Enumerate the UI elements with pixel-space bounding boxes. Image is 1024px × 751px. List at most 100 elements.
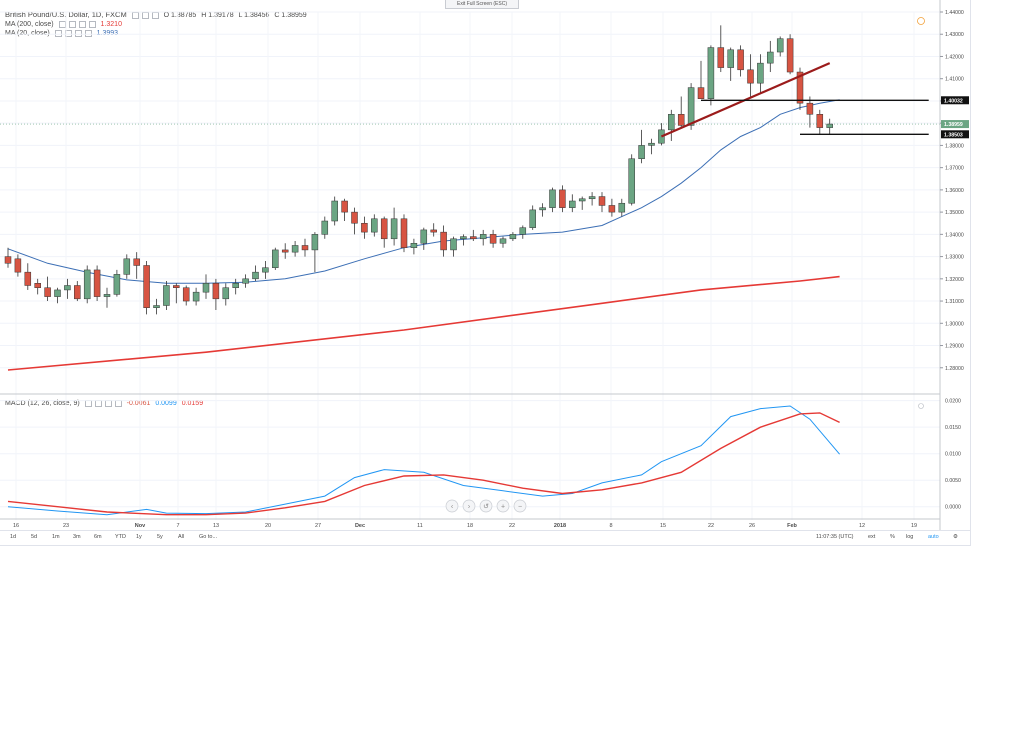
price-chart[interactable]: 1.28000 1.29000 1.30000 1.31000 1.32000 1.330… xyxy=(0,0,970,530)
settings-gear-icon[interactable]: ⚙ xyxy=(953,534,958,540)
candle-body xyxy=(628,158,635,204)
range-button-6[interactable]: 1y xyxy=(136,534,142,540)
candle-body xyxy=(786,38,794,73)
ma20-line xyxy=(7,99,840,284)
ma200-line xyxy=(7,275,840,371)
nav-glyph: − xyxy=(518,504,522,511)
macd-y-tick-label: 0.0050 xyxy=(945,478,961,484)
y-tick-label: 1.43000 xyxy=(945,32,964,38)
x-tick-label: Feb xyxy=(787,523,797,529)
x-tick-label: 8 xyxy=(609,523,612,529)
candle-body xyxy=(539,207,546,211)
macd-line-value: 0.0099 xyxy=(155,400,177,408)
x-tick-label: Dec xyxy=(355,523,365,529)
candle-body xyxy=(54,289,61,297)
x-tick-label: 23 xyxy=(63,523,69,529)
macd-line xyxy=(7,405,840,516)
scale-option-ext[interactable]: ext xyxy=(868,534,876,540)
nav-circle xyxy=(513,499,527,513)
candle-body xyxy=(192,291,200,302)
x-tick-label: 7 xyxy=(176,523,179,529)
clock-time: 11:07:35 (UTC) xyxy=(816,534,854,540)
range-button-3[interactable]: 3m xyxy=(73,534,81,540)
candle-body xyxy=(757,62,764,84)
zoom-in-icon[interactable]: + xyxy=(496,499,510,513)
ma200-more-button[interactable] xyxy=(88,21,96,28)
range-button-8[interactable]: All xyxy=(178,534,185,540)
signal-line xyxy=(7,412,840,516)
candle-body xyxy=(4,256,12,264)
candle-body xyxy=(697,87,705,99)
x-tick-label: 27 xyxy=(315,523,321,529)
candle-body xyxy=(311,234,319,251)
price-label-text: 1.38503 xyxy=(944,132,963,138)
candle-body xyxy=(113,274,121,295)
x-tick-label: Nov xyxy=(135,523,146,529)
ma20-more-button[interactable] xyxy=(84,30,92,37)
x-tick-label: 15 xyxy=(660,523,666,529)
scale-option-percent[interactable]: % xyxy=(890,534,895,540)
candle-body xyxy=(24,271,32,286)
scroll-left-icon[interactable]: ‹ xyxy=(445,499,459,513)
y-tick-label: 1.38000 xyxy=(945,143,964,149)
candle-body xyxy=(331,200,338,222)
candle-body xyxy=(648,142,655,146)
candle-body xyxy=(153,305,160,308)
candle-body xyxy=(83,269,91,300)
ma200-label: MA (200, close) xyxy=(5,21,54,29)
candle-body xyxy=(103,294,111,297)
scroll-right-icon[interactable]: › xyxy=(462,499,476,513)
candle-body xyxy=(747,69,754,84)
reset-icon[interactable]: ↺ xyxy=(479,499,493,513)
y-tick-label: 1.42000 xyxy=(945,54,964,60)
candle-body xyxy=(262,267,269,273)
candle-body xyxy=(618,202,626,213)
scale-option-log[interactable]: log xyxy=(906,534,914,540)
range-button-7[interactable]: 5y xyxy=(157,534,163,540)
candle-body xyxy=(767,51,774,64)
range-button-2[interactable]: 1m xyxy=(52,534,60,540)
ma200-remove-button[interactable] xyxy=(78,21,86,28)
range-button-4[interactable]: 6m xyxy=(94,534,102,540)
nav-circle xyxy=(462,499,476,513)
candle-body xyxy=(509,234,517,240)
candle-body xyxy=(361,222,368,233)
range-button-1[interactable]: 5d xyxy=(31,534,38,540)
macd-y-tick-label: 0.0100 xyxy=(945,452,961,458)
candle-body xyxy=(608,205,616,213)
scale-option-auto[interactable]: auto xyxy=(928,534,939,540)
y-tick-label: 1.37000 xyxy=(945,166,964,172)
zoom-out-icon[interactable]: − xyxy=(513,499,527,513)
candle-body xyxy=(371,218,378,233)
candle-body xyxy=(578,198,586,202)
candle-body xyxy=(489,234,497,244)
candle-body xyxy=(173,285,180,288)
candle-body xyxy=(163,285,170,306)
macd-y-tick-label: 0.0150 xyxy=(945,425,961,431)
y-tick-label: 1.41000 xyxy=(945,77,964,83)
candle-body xyxy=(14,258,22,273)
nav-glyph: › xyxy=(468,504,471,511)
candle-body xyxy=(460,236,467,240)
close-value: C 1.38959 xyxy=(274,12,307,19)
ma20-hide-button[interactable] xyxy=(54,30,62,37)
y-tick-label: 1.28000 xyxy=(945,366,964,372)
ma20-remove-button[interactable] xyxy=(74,30,82,37)
candle-body xyxy=(479,234,487,240)
candle-body xyxy=(420,229,428,244)
range-button-9[interactable]: Go to... xyxy=(199,534,218,540)
range-button-5[interactable]: YTD xyxy=(115,534,126,540)
ma20-settings-button[interactable] xyxy=(64,30,72,37)
candle-body xyxy=(222,287,230,300)
ma200-hide-button[interactable] xyxy=(58,21,66,28)
candle-body xyxy=(687,87,695,126)
candle-body xyxy=(470,236,477,240)
candle-body xyxy=(529,209,536,228)
ma200-settings-button[interactable] xyxy=(68,21,76,28)
candle-body xyxy=(499,238,507,244)
exit-fullscreen-button[interactable]: Exit Full Screen (ESC) xyxy=(445,0,519,9)
macd-pane-settings-icon xyxy=(918,403,924,409)
candle-body xyxy=(93,269,101,297)
nav-circle xyxy=(479,499,493,513)
range-button-0[interactable]: 1d xyxy=(10,534,17,540)
